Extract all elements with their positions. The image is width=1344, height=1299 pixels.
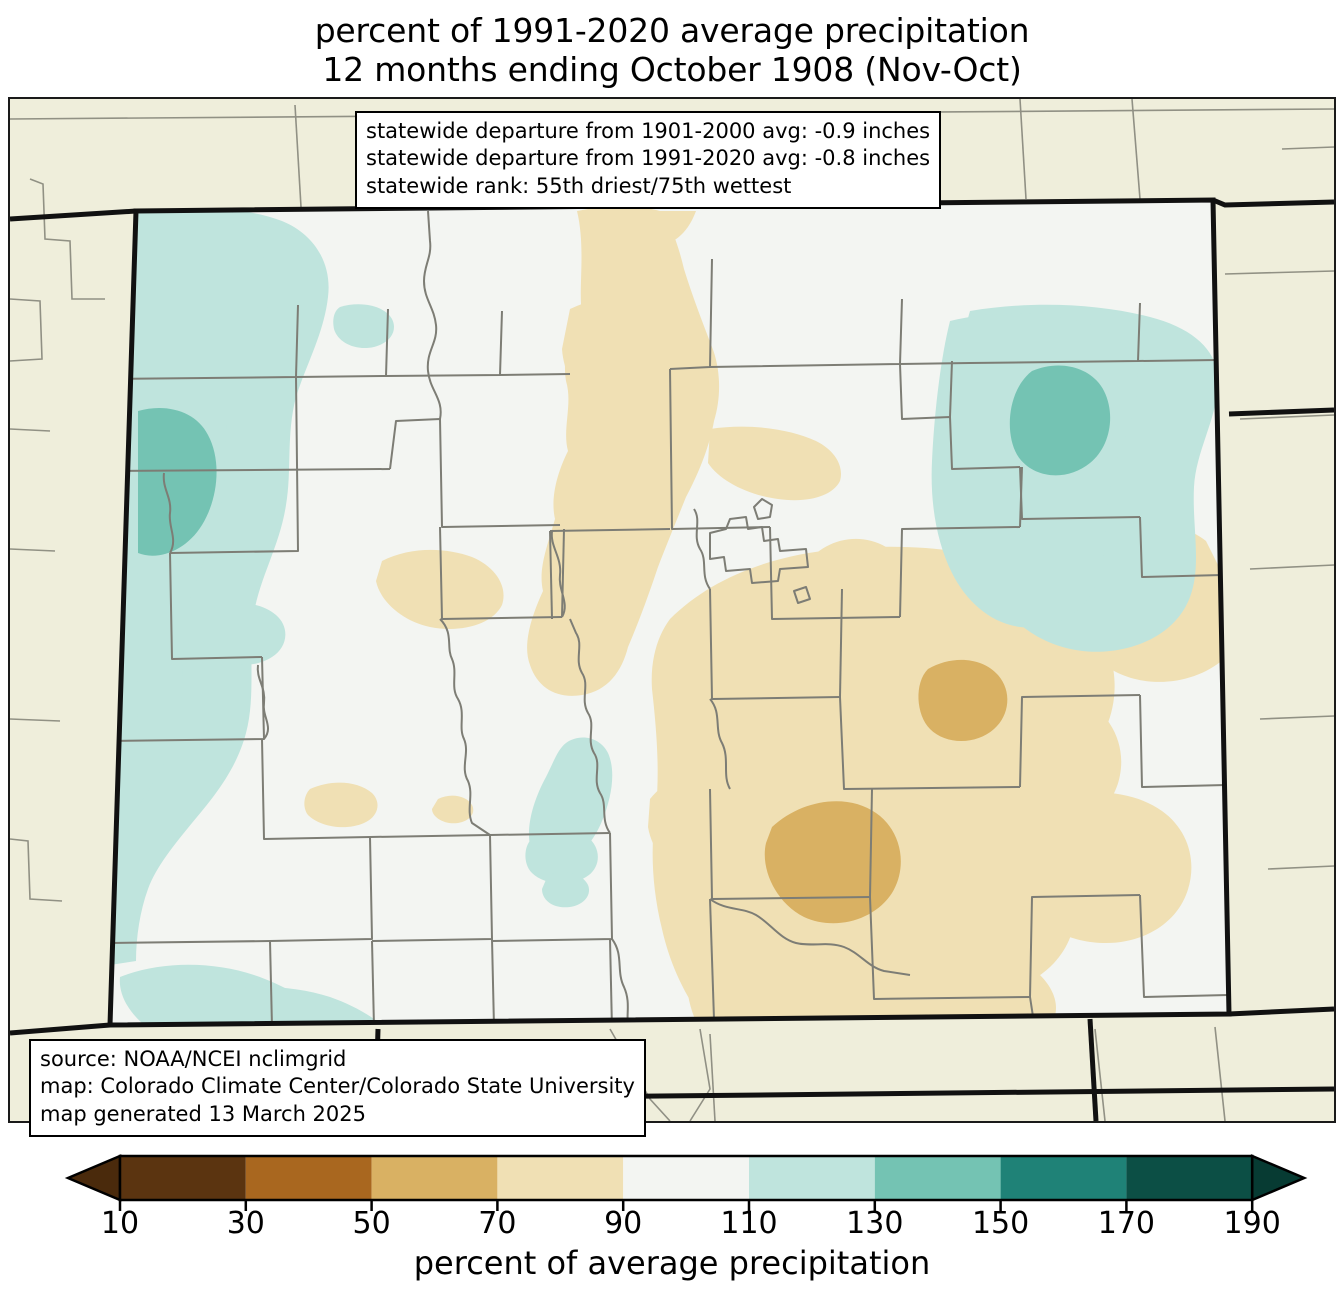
- statewide-stats-box: statewide departure from 1901-2000 avg: …: [355, 111, 942, 209]
- colorbar-bin-7: [1000, 1156, 1127, 1200]
- source-attribution-box: source: NOAA/NCEI nclimgrid map: Colorad…: [29, 1039, 646, 1137]
- bin-130-150-regions: [138, 365, 1111, 556]
- colorbar-bin-3: [497, 1156, 624, 1200]
- stats-line-1: statewide departure from 1901-2000 avg: …: [366, 119, 931, 143]
- colorado-interior: [110, 200, 1229, 1025]
- page-title: percent of 1991-2020 average precipitati…: [0, 11, 1344, 90]
- colorbar-tick-label-130: 130: [846, 1206, 904, 1241]
- colorbar-swatches: [64, 1154, 1308, 1211]
- stats-line-2: statewide departure from 1991-2020 avg: …: [366, 146, 931, 171]
- source-line-1: source: NOAA/NCEI nclimgrid: [40, 1047, 347, 1071]
- colorbar-tick-label-30: 30: [226, 1206, 265, 1241]
- colorbar-over-arrow: [1250, 1154, 1308, 1202]
- colorbar-tick-label-150: 150: [971, 1206, 1030, 1241]
- colorbar-tick-label-70: 70: [478, 1206, 517, 1241]
- colorbar-bin-6: [874, 1156, 1001, 1200]
- colorbar-tick-label-170: 170: [1097, 1206, 1156, 1241]
- colorbar-ticks: [118, 1200, 1254, 1211]
- precipitation-map-panel: [8, 97, 1336, 1123]
- colorbar-tick-label-10: 10: [100, 1206, 140, 1241]
- colorbar-bin-8: [1126, 1156, 1253, 1200]
- source-line-3: map generated 13 March 2025: [40, 1101, 367, 1126]
- colorbar-outline: [118, 1154, 1254, 1202]
- colorbar: 10 30 50 70 90 110 130 150 170 190 percent of ave…: [0, 1148, 1344, 1299]
- colorbar-tick-label-90: 90: [604, 1206, 643, 1241]
- colorbar-bin-2: [371, 1156, 498, 1200]
- colorbar-bin-4: [623, 1156, 749, 1200]
- title-line-2: 12 months ending October 1908 (Nov-Oct): [322, 49, 1022, 89]
- stats-line-3: statewide rank: 55th driest/75th wettest: [366, 173, 792, 198]
- colorbar-under-arrow: [64, 1154, 122, 1202]
- colorbar-tick-label-50: 50: [352, 1206, 391, 1241]
- colorbar-blocks: [64, 1154, 1308, 1202]
- colorbar-axis-label: percent of average precipitation: [413, 1244, 931, 1282]
- source-line-2: map: Colorado Climate Center/Colorado St…: [40, 1074, 635, 1099]
- colorbar-tick-label-190: 190: [1223, 1206, 1281, 1241]
- colorbar-tick-label-110: 110: [720, 1206, 778, 1241]
- colorbar-bin-1: [245, 1156, 372, 1200]
- colorbar-bin-0: [120, 1156, 246, 1200]
- colorbar-tick-labels: 10 30 50 70 90 110 130 150 170 190: [0, 1206, 1344, 1246]
- bin-50-70-regions: [764, 659, 1008, 924]
- colorado-precipitation-choropleth: [10, 99, 1334, 1121]
- title-line-1: percent of 1991-2020 average precipitati…: [314, 11, 1030, 50]
- colorbar-bin-5: [749, 1156, 875, 1200]
